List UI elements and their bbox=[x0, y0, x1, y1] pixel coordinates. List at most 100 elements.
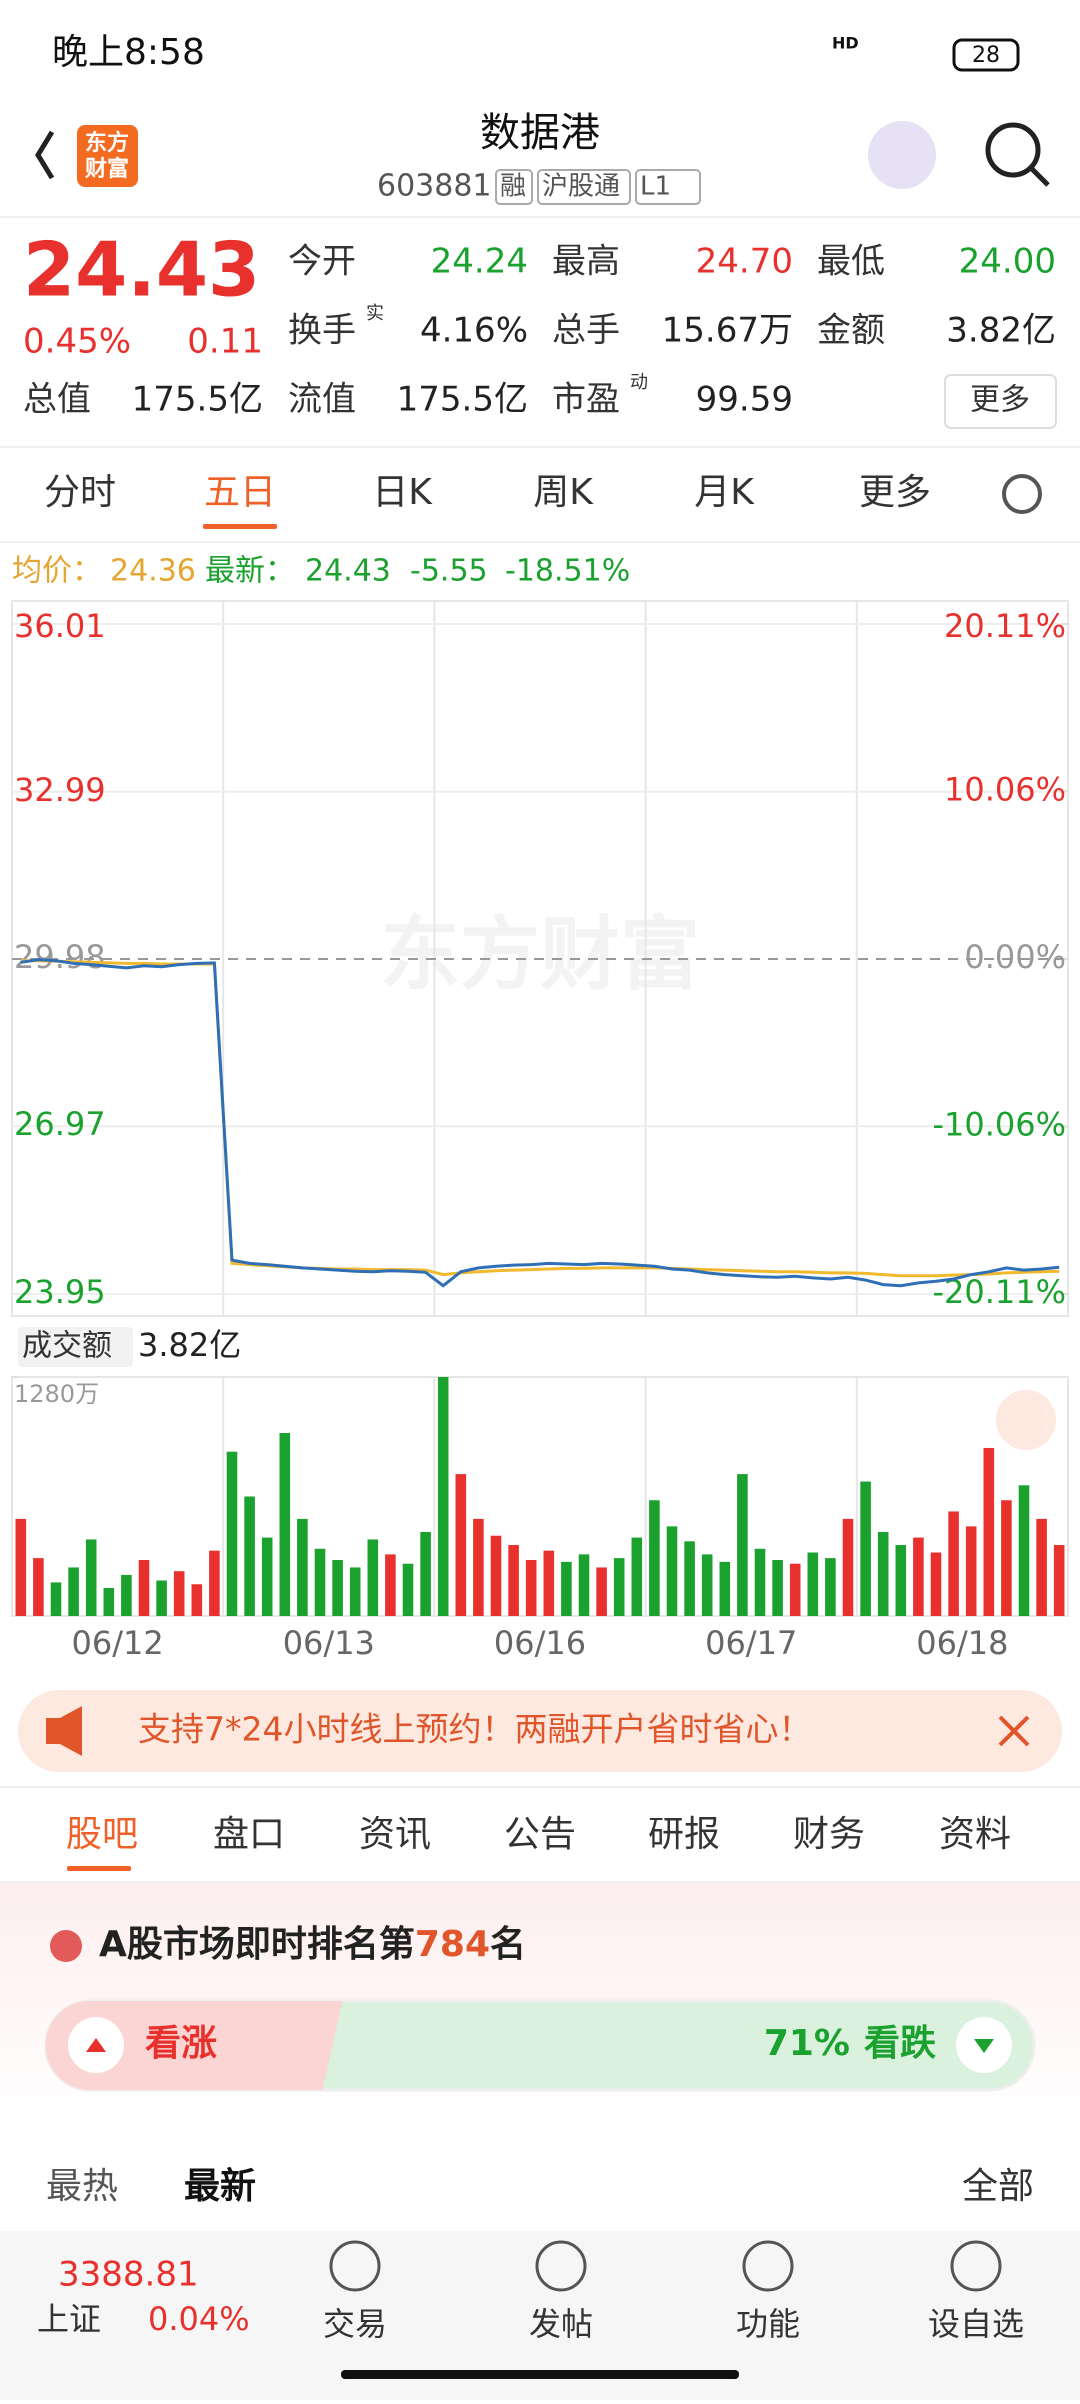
tab2-underline bbox=[67, 1866, 131, 1871]
nav-icon bbox=[329, 2240, 381, 2292]
index-name: 上证 bbox=[37, 2300, 101, 2338]
content-tab[interactable]: 公告 bbox=[504, 1814, 576, 1855]
series-line bbox=[20, 959, 1060, 1278]
volume-bar bbox=[244, 1496, 255, 1616]
volume-bar bbox=[420, 1531, 431, 1616]
nav-label[interactable]: 功能 bbox=[736, 2305, 800, 2343]
field-sup: 实 bbox=[366, 303, 384, 324]
volume-bar bbox=[807, 1552, 819, 1616]
more-label[interactable]: 更多 bbox=[970, 383, 1030, 418]
volume-bar bbox=[261, 1537, 273, 1616]
tag-box bbox=[635, 169, 701, 205]
volume-bar bbox=[666, 1526, 678, 1616]
settings-icon[interactable] bbox=[1002, 474, 1042, 514]
volume-bar bbox=[789, 1563, 801, 1616]
volume-bar bbox=[385, 1554, 396, 1616]
field-label: 总值 bbox=[23, 380, 91, 420]
period-tab[interactable]: 周K bbox=[533, 472, 594, 513]
close-icon[interactable] bbox=[998, 1715, 1030, 1747]
volume-bar bbox=[948, 1511, 959, 1616]
period-tab[interactable]: 日K bbox=[372, 472, 433, 513]
x-tick-label: 06/13 bbox=[283, 1624, 375, 1662]
banner-bg[interactable] bbox=[18, 1690, 1062, 1772]
volume-bar bbox=[983, 1447, 995, 1616]
volume-bar bbox=[737, 1474, 748, 1616]
volume-bar bbox=[173, 1571, 185, 1616]
period-tab[interactable]: 分时 bbox=[44, 472, 116, 513]
volume-bar bbox=[490, 1535, 502, 1616]
period-tab[interactable]: 更多 bbox=[859, 472, 931, 513]
nav-icon bbox=[742, 2240, 794, 2292]
status-network: HD bbox=[832, 34, 859, 53]
content-tab[interactable]: 股吧 bbox=[66, 1814, 138, 1855]
nav-label[interactable]: 交易 bbox=[323, 2305, 387, 2343]
volume-bar bbox=[402, 1563, 414, 1616]
volume-bar bbox=[68, 1567, 79, 1616]
volume-bar bbox=[1053, 1545, 1065, 1616]
period-tab[interactable]: 五日 bbox=[204, 472, 276, 513]
volume-label: 成交额 bbox=[22, 1329, 112, 1364]
volume-bar bbox=[772, 1559, 783, 1616]
up-share bbox=[45, 2001, 343, 2090]
tag-box bbox=[495, 169, 533, 205]
nav-label[interactable]: 设自选 bbox=[928, 2305, 1024, 2343]
field-value: 4.16% bbox=[420, 311, 528, 351]
volume-tick-label: 1280万 bbox=[14, 1380, 99, 1408]
volume-bar bbox=[930, 1552, 942, 1616]
avatar[interactable] bbox=[868, 121, 936, 189]
volume-bar bbox=[1036, 1518, 1047, 1616]
volume-bar bbox=[121, 1574, 132, 1616]
field-label: 总手 bbox=[552, 311, 620, 351]
volume-bar bbox=[437, 1377, 449, 1616]
back-icon[interactable] bbox=[35, 130, 55, 180]
volume-bar bbox=[613, 1558, 625, 1616]
nav-icon bbox=[950, 2240, 1002, 2292]
field-value: 175.5亿 bbox=[132, 380, 263, 420]
content-tab[interactable]: 资讯 bbox=[359, 1814, 431, 1855]
volume-bar bbox=[895, 1545, 907, 1616]
tab-underline bbox=[203, 524, 277, 529]
ranking-rank: 784 bbox=[415, 1924, 490, 1965]
ranking-prefix: A股市场即时排名第 bbox=[99, 1924, 415, 1965]
field-value: 3.82亿 bbox=[946, 311, 1056, 351]
down-label: 看跌 bbox=[864, 2023, 936, 2064]
watermark: 东方财富 bbox=[380, 908, 700, 1001]
logo-text: 东方 bbox=[85, 130, 129, 156]
nav-label[interactable]: 发帖 bbox=[529, 2305, 593, 2343]
stock-tag: 融 bbox=[500, 172, 526, 202]
sort-option[interactable]: 最新 bbox=[184, 2166, 256, 2207]
stock-code: 603881 bbox=[377, 169, 492, 204]
last-price: 24.43 bbox=[23, 226, 260, 314]
volume-bar bbox=[561, 1561, 572, 1616]
sort-option[interactable]: 最热 bbox=[46, 2166, 118, 2207]
down-pct: 71% bbox=[764, 2023, 850, 2064]
content-tab[interactable]: 资料 bbox=[939, 1814, 1011, 1855]
home-indicator bbox=[341, 2370, 739, 2379]
filter-label[interactable]: 全部 bbox=[962, 2166, 1034, 2207]
more-button[interactable] bbox=[944, 374, 1057, 429]
volume-bar bbox=[525, 1559, 537, 1616]
content-tab[interactable]: 财务 bbox=[793, 1814, 865, 1855]
change-pct: 0.45% bbox=[23, 322, 131, 362]
volume-bar bbox=[754, 1548, 766, 1616]
nav-icon bbox=[535, 2240, 587, 2292]
period-tab[interactable]: 月K bbox=[694, 472, 755, 513]
volume-bar bbox=[842, 1518, 854, 1616]
volume-bar bbox=[543, 1550, 555, 1616]
search-icon[interactable] bbox=[985, 122, 1041, 178]
content-tab[interactable]: 研报 bbox=[648, 1814, 720, 1855]
banner-text[interactable]: 支持7*24小时线上预约！两融开户省时省心！ bbox=[138, 1710, 812, 1749]
y-tick-label: 23.95 bbox=[14, 1273, 106, 1311]
volume-bar bbox=[156, 1580, 167, 1616]
volume-bar bbox=[701, 1554, 713, 1616]
field-label: 市盈 bbox=[552, 380, 620, 420]
volume-bar bbox=[473, 1518, 484, 1616]
volume-bar bbox=[349, 1567, 361, 1616]
field-value: 99.59 bbox=[696, 380, 793, 420]
volume-bar bbox=[913, 1537, 924, 1616]
y2-tick-label: -10.06% bbox=[932, 1106, 1066, 1144]
expand-button[interactable] bbox=[996, 1390, 1056, 1450]
content-tab[interactable]: 盘口 bbox=[213, 1814, 285, 1855]
